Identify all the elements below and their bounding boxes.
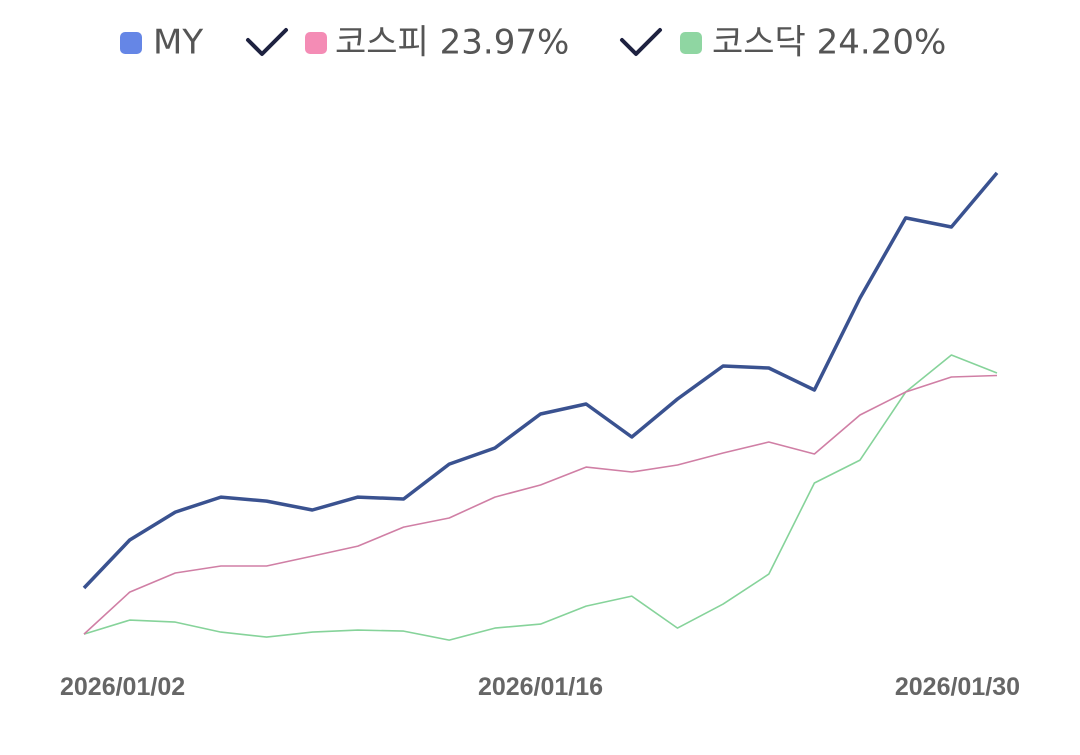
legend-label[interactable]: 코스피 23.97%: [335, 23, 569, 63]
legend-swatch[interactable]: [305, 32, 327, 54]
plot-area: 2026/01/02 2026/01/16 2026/01/30: [60, 171, 1020, 701]
line-series: [83, 374, 998, 635]
line-series: [83, 354, 998, 641]
x-tick-label: 2026/01/16: [478, 673, 603, 701]
x-tick-label: 2026/01/02: [60, 673, 185, 701]
legend-swatch[interactable]: [680, 32, 702, 54]
x-tick-label: 2026/01/30: [895, 673, 1020, 701]
line-series: [82, 171, 999, 590]
legend-swatch[interactable]: [120, 32, 142, 54]
legend-label[interactable]: 코스닥 24.20%: [712, 23, 946, 63]
legend-check[interactable]: [620, 28, 662, 56]
legend: MY 코스피 23.97% 코스닥 24.20%: [120, 23, 946, 63]
legend-label[interactable]: MY: [153, 23, 203, 63]
legend-check[interactable]: [246, 28, 288, 56]
